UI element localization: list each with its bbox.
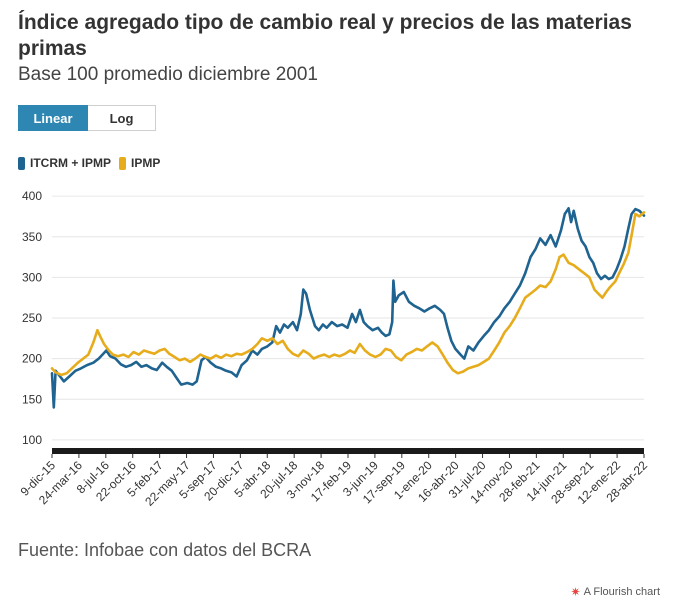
chart-subtitle: Base 100 promedio diciembre 2001 [18,64,318,85]
y-tick-label: 100 [22,433,42,447]
y-tick-label: 250 [22,311,42,325]
y-tick-label: 300 [22,270,42,284]
legend-label-itcrm: ITCRM + IPMP [30,156,112,170]
y-tick-label: 400 [22,189,42,203]
x-axis-band [52,448,644,454]
flourish-star-icon: ✷ [570,585,581,599]
line-chart: 1001502002503003504009-dic-1524-mar-168-… [18,189,651,509]
legend-swatch-ipmp [119,156,127,170]
legend-item-ipmp[interactable]: IPMP [119,156,160,170]
flourish-credit-label: A Flourish chart [583,586,660,598]
flourish-credit[interactable]: ✷ A Flourish chart [571,585,660,599]
chart-title: Índice agregado tipo de cambio real y pr… [18,11,632,60]
source-note: Fuente: Infobae con datos del BCRA [18,540,312,560]
linear-scale-button[interactable]: Linear [18,105,88,131]
series-line-ipmp [50,211,646,377]
y-tick-label: 350 [22,230,42,244]
log-scale-button[interactable]: Log [88,105,156,131]
y-tick-label: 150 [22,392,42,406]
y-tick-label: 200 [22,352,42,366]
legend-item-itcrm[interactable]: ITCRM + IPMP [18,156,111,170]
legend-swatch-itcrm [18,156,25,170]
legend-label-ipmp: IPMP [131,156,161,170]
chart-legend: ITCRM + IPMP IPMP [18,156,168,170]
series-line-itcrm [50,207,646,409]
scale-toggle: Linear Log [18,105,156,131]
